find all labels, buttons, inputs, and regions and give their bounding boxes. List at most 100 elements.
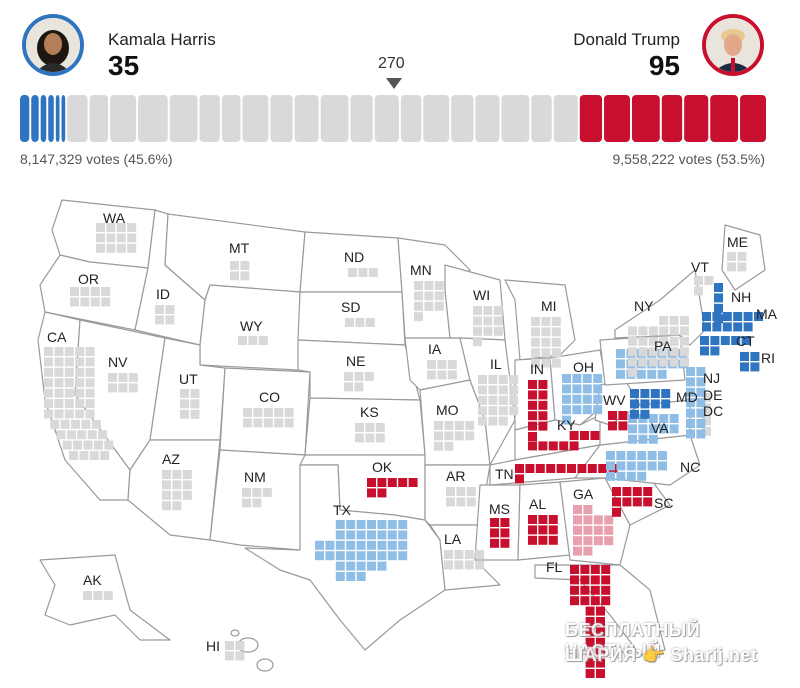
electoral-vote-tile — [638, 434, 648, 444]
electoral-vote-tile — [582, 394, 592, 404]
electoral-vote-tile — [75, 347, 85, 356]
electoral-vote-tile — [616, 461, 626, 471]
electoral-vote-tile — [733, 322, 743, 332]
electoral-vote-tile — [172, 490, 182, 500]
electoral-vote-tile — [638, 347, 648, 357]
ev-bar-segment — [400, 95, 422, 142]
electoral-vote-tile — [659, 336, 669, 346]
electoral-vote-tile — [127, 243, 137, 253]
ev-bar-segment — [89, 95, 109, 142]
electoral-vote-tile — [686, 377, 695, 387]
state-label-ny: NY — [634, 298, 654, 314]
electoral-vote-tile — [538, 390, 548, 400]
electoral-vote-tile — [96, 223, 105, 232]
electoral-vote-tile — [714, 293, 723, 303]
ev-bar-segment — [242, 95, 269, 142]
electoral-vote-tile — [106, 223, 116, 232]
state-label-ok: OK — [372, 459, 393, 475]
electoral-vote-tile — [509, 375, 519, 384]
electoral-vote-tile — [81, 419, 91, 429]
electoral-vote-tile — [64, 378, 74, 388]
electoral-vote-tile — [155, 315, 164, 325]
electoral-vote-tile — [590, 565, 600, 574]
electoral-vote-tile — [93, 591, 103, 600]
electoral-vote-tile — [500, 518, 510, 527]
electoral-vote-tile — [488, 406, 498, 416]
electoral-vote-tile — [515, 474, 524, 484]
electoral-vote-tile — [535, 464, 545, 473]
electoral-vote-tile — [551, 327, 561, 337]
electoral-vote-tile — [638, 357, 648, 367]
electoral-vote-tile — [743, 322, 753, 332]
electoral-vote-tile — [44, 378, 53, 388]
electoral-vote-tile — [541, 327, 551, 337]
ev-bar-segment — [320, 95, 349, 142]
electoral-vote-tile — [500, 528, 510, 538]
state-outline-tx — [244, 464, 446, 651]
electoral-vote-tile — [648, 414, 658, 423]
electoral-vote-tile — [525, 464, 535, 473]
electoral-vote-tile — [737, 262, 747, 272]
electoral-vote-tile — [73, 440, 83, 450]
electoral-vote-tile — [414, 312, 423, 322]
electoral-vote-tile — [106, 233, 116, 243]
electoral-vote-tile — [240, 271, 250, 281]
electoral-vote-tile — [538, 525, 548, 535]
electoral-vote-tile — [570, 596, 579, 606]
electoral-vote-tile — [444, 560, 453, 570]
electoral-vote-tile — [335, 540, 345, 550]
electoral-vote-tile — [640, 389, 650, 398]
electoral-vote-tile — [618, 421, 628, 431]
electoral-vote-tile — [64, 347, 74, 356]
state-label-ma: MA — [756, 306, 778, 322]
electoral-vote-tile — [377, 530, 387, 540]
electoral-vote-tile — [242, 498, 251, 508]
electoral-vote-tile — [90, 287, 100, 296]
electoral-vote-tile — [96, 233, 105, 243]
electoral-vote-tile — [562, 415, 571, 425]
electoral-vote-tile — [346, 520, 356, 529]
electoral-vote-tile — [172, 470, 182, 479]
electoral-vote-tile — [75, 357, 85, 367]
electoral-vote-tile — [616, 359, 625, 369]
electoral-vote-tile — [616, 451, 626, 460]
electoral-vote-tile — [580, 431, 589, 440]
electoral-vote-tile — [686, 367, 695, 376]
electoral-vote-tile — [346, 572, 356, 581]
electoral-vote-tile — [315, 551, 324, 561]
electoral-vote-tile — [387, 540, 397, 550]
electoral-vote-tile — [637, 461, 647, 471]
electoral-vote-tile — [696, 408, 706, 418]
electoral-vote-tile — [335, 561, 345, 571]
electoral-vote-tile — [548, 441, 558, 451]
electoral-vote-tile — [325, 551, 335, 561]
electoral-vote-tile — [377, 488, 387, 498]
electoral-vote-tile — [531, 348, 540, 358]
electoral-vote-tile — [263, 418, 273, 428]
electoral-vote-tile — [325, 540, 335, 550]
electoral-vote-tile — [608, 421, 617, 431]
electoral-vote-tile — [630, 409, 639, 419]
electoral-vote-tile — [733, 312, 743, 321]
electoral-vote-tile — [650, 399, 660, 409]
electoral-vote-tile — [424, 291, 434, 301]
electoral-vote-tile — [727, 262, 736, 272]
electoral-vote-tile — [528, 390, 537, 400]
electoral-vote-tile — [447, 370, 457, 380]
electoral-vote-tile — [345, 318, 354, 327]
state-label-tx: TX — [333, 502, 352, 518]
electoral-vote-tile — [583, 546, 593, 556]
electoral-vote-tile — [375, 433, 385, 443]
electoral-vote-tile — [356, 540, 366, 550]
electoral-vote-tile — [528, 421, 537, 431]
electoral-vote-tile — [387, 478, 397, 487]
electoral-vote-tile — [528, 432, 537, 441]
electoral-vote-tile — [478, 375, 487, 384]
electoral-vote-tile — [601, 596, 611, 606]
ev-bar-segment — [20, 95, 30, 142]
electoral-vote-tile — [100, 451, 110, 460]
state-label-ar: AR — [446, 468, 465, 484]
ev-bar-segment — [138, 95, 168, 142]
electoral-vote-tile — [593, 384, 603, 394]
electoral-vote-tile — [722, 312, 732, 321]
